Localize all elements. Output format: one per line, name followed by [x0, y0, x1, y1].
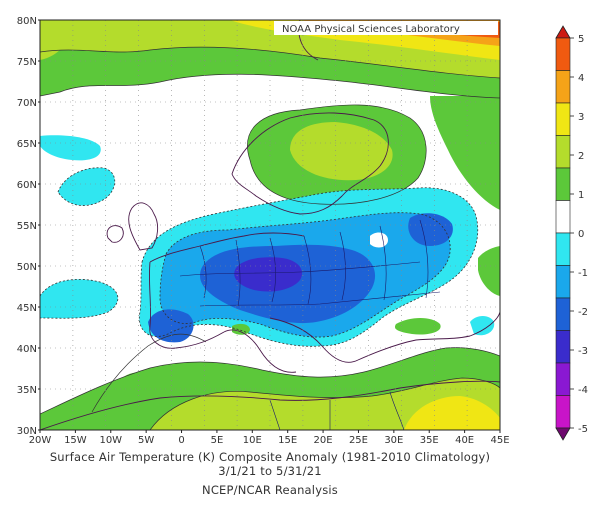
italy-green — [232, 323, 250, 335]
colorbar-label: -3 — [578, 346, 588, 357]
lon-label: 15E — [278, 435, 297, 446]
colorbar-label: -5 — [578, 424, 588, 435]
lat-label: 50N — [17, 262, 37, 273]
colorbar: 5 4 3 2 1 0 -1 -2 -3 -4 -5 — [555, 25, 588, 441]
colorbar-label: 0 — [578, 229, 584, 240]
lon-label: 5E — [211, 435, 224, 446]
colorbar-segment — [555, 395, 571, 429]
east-cold-lobe — [408, 213, 453, 246]
colorbar-label: 2 — [578, 151, 584, 162]
positive-contours — [40, 46, 500, 430]
negative-contours — [40, 167, 479, 347]
caption-source: NCEP/NCAR Reanalysis — [202, 483, 338, 497]
east-green-spot — [478, 246, 500, 296]
caption-title: Surface Air Temperature (K) Composite An… — [49, 450, 491, 464]
atlantic-cold-3 — [40, 279, 118, 319]
lon-label: 25E — [349, 435, 368, 446]
lat-label: 40N — [17, 344, 37, 355]
source-label-box — [274, 21, 498, 35]
colorbar-label: -1 — [578, 268, 588, 279]
lat-label: 65N — [17, 139, 37, 150]
africa-yellow — [404, 396, 500, 430]
gridlines — [40, 20, 500, 430]
colorbar-label: 4 — [578, 73, 584, 84]
lon-label: 10W — [99, 435, 122, 446]
colorbar-bottom-arrow — [555, 427, 571, 441]
lon-label: 35E — [420, 435, 439, 446]
colorbar-label: 1 — [578, 190, 584, 201]
lon-label: 15W — [64, 435, 87, 446]
colorbar-segment — [555, 102, 571, 136]
latitude-labels: 80N 75N 70N 65N 60N 55N 50N 45N 40N 35N 30N — [17, 16, 40, 437]
lat-label: 60N — [17, 180, 37, 191]
atlantic-cold-1 — [40, 135, 101, 161]
east-cold-spot — [470, 316, 495, 336]
colorbar-label: -4 — [578, 385, 588, 396]
colorbar-label: 5 — [578, 34, 584, 45]
lon-label: 20E — [314, 435, 333, 446]
lon-label: 0 — [178, 435, 184, 446]
scandinavia-core — [290, 122, 393, 181]
colorbar-segment — [555, 362, 571, 396]
colorbar-segment — [555, 167, 571, 201]
colorbar-segment — [555, 70, 571, 104]
colorbar-segment — [555, 232, 571, 266]
lon-label: 30E — [384, 435, 403, 446]
coastlines — [40, 20, 500, 430]
caption-dates: 3/1/21 to 5/31/21 — [218, 464, 322, 478]
atlantic-cold-2 — [58, 167, 115, 206]
colorbar-segment — [555, 37, 571, 71]
white-hole — [370, 232, 388, 248]
lat-label: 35N — [17, 385, 37, 396]
lat-label: 80N — [17, 16, 37, 27]
colorbar-segment — [555, 135, 571, 169]
west-africa-green — [120, 372, 151, 393]
lat-label: 30N — [17, 426, 37, 437]
source-label: NOAA Physical Sciences Laboratory — [282, 24, 460, 35]
lon-label: 10E — [243, 435, 262, 446]
east-green — [430, 96, 500, 210]
lat-label: 75N — [17, 57, 37, 68]
colorbar-segment — [555, 330, 571, 364]
colorbar-segment — [555, 297, 571, 331]
colorbar-label: 3 — [578, 112, 584, 123]
lat-label: 55N — [17, 221, 37, 232]
greece-green — [394, 318, 441, 335]
colorbar-top-arrow — [555, 25, 571, 39]
country-borders — [179, 219, 441, 430]
lat-label: 70N — [17, 98, 37, 109]
lon-label: 45E — [490, 435, 509, 446]
colorbar-segment — [555, 265, 571, 299]
nw-corner-warm — [40, 20, 71, 60]
lon-label: 20W — [29, 435, 52, 446]
lon-label: 40E — [455, 435, 474, 446]
colorbar-segment — [555, 200, 571, 234]
colorbar-label: -2 — [578, 307, 588, 318]
lat-label: 45N — [17, 303, 37, 314]
lon-label: 5W — [138, 435, 154, 446]
longitude-labels: 20W 15W 10W 5W 0 5E 10E 15E 20E 25E 30E 35E 40E 45E — [29, 430, 510, 446]
